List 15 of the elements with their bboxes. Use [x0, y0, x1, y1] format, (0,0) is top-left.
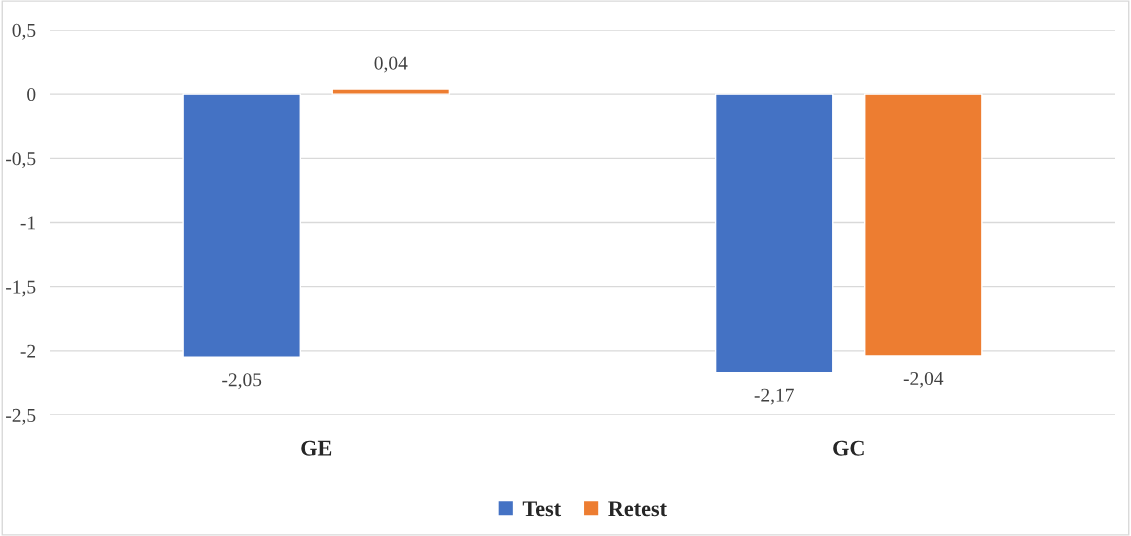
y-tick-label: -1: [20, 216, 35, 230]
legend-label: Retest: [608, 501, 667, 517]
y-tick-label: -2: [20, 344, 36, 358]
data-label: -2,17: [754, 388, 794, 405]
x-tick-label: GE: [301, 440, 332, 456]
y-tick-label: 0: [27, 87, 36, 102]
data-label: -2,04: [903, 371, 944, 388]
x-tick-label: GC: [833, 440, 864, 456]
y-tick-label: 0,5: [12, 23, 36, 40]
y-tick-label: -0,5: [6, 152, 36, 169]
y-tick-label: -1,5: [6, 280, 36, 297]
legend-label: Test: [522, 501, 562, 517]
y-tick-label: -2,5: [6, 408, 36, 425]
data-label: 0,04: [374, 56, 408, 73]
data-label: -2,05: [222, 373, 262, 390]
